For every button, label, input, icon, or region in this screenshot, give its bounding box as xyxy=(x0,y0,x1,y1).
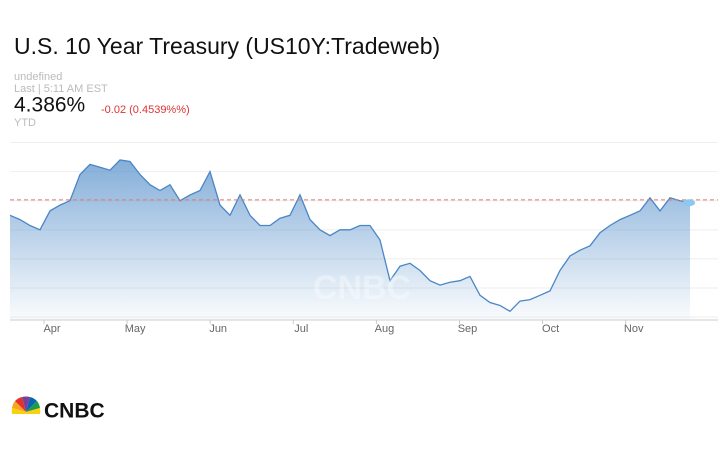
logo-peacock xyxy=(11,396,41,414)
change: -0.02 (0.4539%%) xyxy=(101,104,190,116)
x-tick-label: May xyxy=(125,323,146,335)
area-fill xyxy=(10,160,690,320)
x-tick-label: Sep xyxy=(458,323,478,335)
logo-text: CNBC xyxy=(44,400,105,423)
plot-area: Apr May Jun Jul Aug Sep Oct Nov xyxy=(9,142,718,335)
last-point xyxy=(683,199,695,207)
x-tick-label: Jun xyxy=(209,323,227,335)
watermark: CNBC xyxy=(313,269,411,307)
x-tick-label: Apr xyxy=(43,323,60,335)
x-tick-label: Jul xyxy=(294,323,308,335)
line xyxy=(9,159,691,313)
chart-title: U.S. 10 Year Treasury (US10Y:Tradeweb) xyxy=(14,33,440,59)
period: YTD xyxy=(14,117,36,129)
x-tick-label: Nov xyxy=(624,323,644,335)
source-note: undefined xyxy=(14,71,62,83)
x-tick-label: Aug xyxy=(375,323,395,335)
last-price: 4.386% xyxy=(14,94,85,117)
last-label: Last | 5:11 AM EST xyxy=(14,83,108,95)
x-tick-label: Oct xyxy=(542,323,559,335)
